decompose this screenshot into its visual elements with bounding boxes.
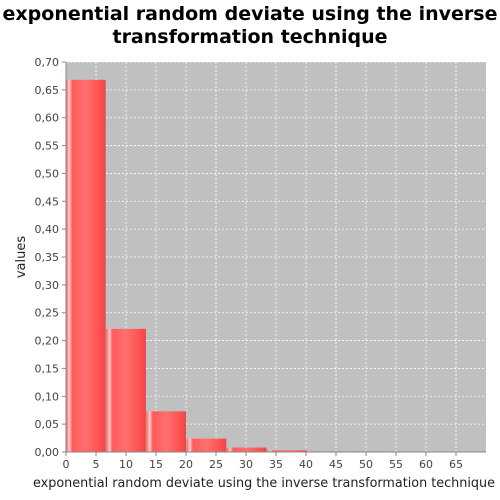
y-tick-label: 0,00 — [35, 446, 60, 459]
y-tick-label: 0,30 — [35, 279, 60, 292]
histogram-bar — [106, 328, 146, 452]
chart-title: exponential random deviate using the inv… — [0, 3, 500, 49]
grid-lines — [66, 61, 486, 452]
y-tick-label: 0,25 — [35, 307, 60, 320]
y-tick-label: 0,10 — [35, 390, 60, 403]
y-tick-label: 0,05 — [35, 418, 60, 431]
x-axis-ticks: 0 5 10 15 20 25 30 35 40 45 50 55 60 65 — [63, 451, 486, 471]
y-tick-label: 0,15 — [35, 362, 60, 375]
y-axis-ticks: 0,00 0,05 0,10 0,15 0,20 0,25 0,30 0,35 0,40 0,45… — [35, 56, 67, 459]
x-tick-label: 40 — [299, 458, 313, 471]
x-tick-label: 50 — [359, 458, 373, 471]
x-tick-label: 30 — [239, 458, 253, 471]
histogram-bar — [267, 450, 307, 452]
y-axis-title: values — [14, 236, 29, 279]
x-tick-label: 0 — [63, 458, 70, 471]
histogram-bar — [146, 411, 187, 452]
x-tick-label: 20 — [179, 458, 193, 471]
x-axis-title: exponential random deviate using the inv… — [33, 476, 495, 491]
histogram-bar — [226, 447, 267, 452]
y-tick-label: 0,50 — [35, 167, 60, 180]
x-tick-label: 65 — [449, 458, 463, 471]
y-tick-label: 0,55 — [35, 140, 60, 153]
histogram-bar — [186, 438, 227, 452]
y-tick-label: 0,65 — [35, 84, 60, 97]
x-tick-label: 25 — [209, 458, 223, 471]
y-tick-label: 0,70 — [35, 56, 60, 69]
x-tick-label: 10 — [119, 458, 133, 471]
chart-title-line-2: transformation technique — [112, 26, 388, 48]
x-tick-label: 5 — [93, 458, 100, 471]
x-tick-label: 55 — [389, 458, 403, 471]
y-tick-label: 0,35 — [35, 251, 60, 264]
x-tick-label: 60 — [419, 458, 433, 471]
bars — [66, 79, 388, 452]
y-tick-label: 0,45 — [35, 195, 60, 208]
y-tick-label: 0,40 — [35, 223, 60, 236]
y-tick-label: 0,20 — [35, 335, 60, 348]
x-tick-label: 45 — [329, 458, 343, 471]
x-tick-label: 15 — [149, 458, 163, 471]
x-tick-label: 35 — [269, 458, 283, 471]
y-tick-label: 0,60 — [35, 112, 60, 125]
histogram-bar — [66, 79, 106, 452]
chart-title-line-1: exponential random deviate using the inv… — [2, 3, 498, 25]
